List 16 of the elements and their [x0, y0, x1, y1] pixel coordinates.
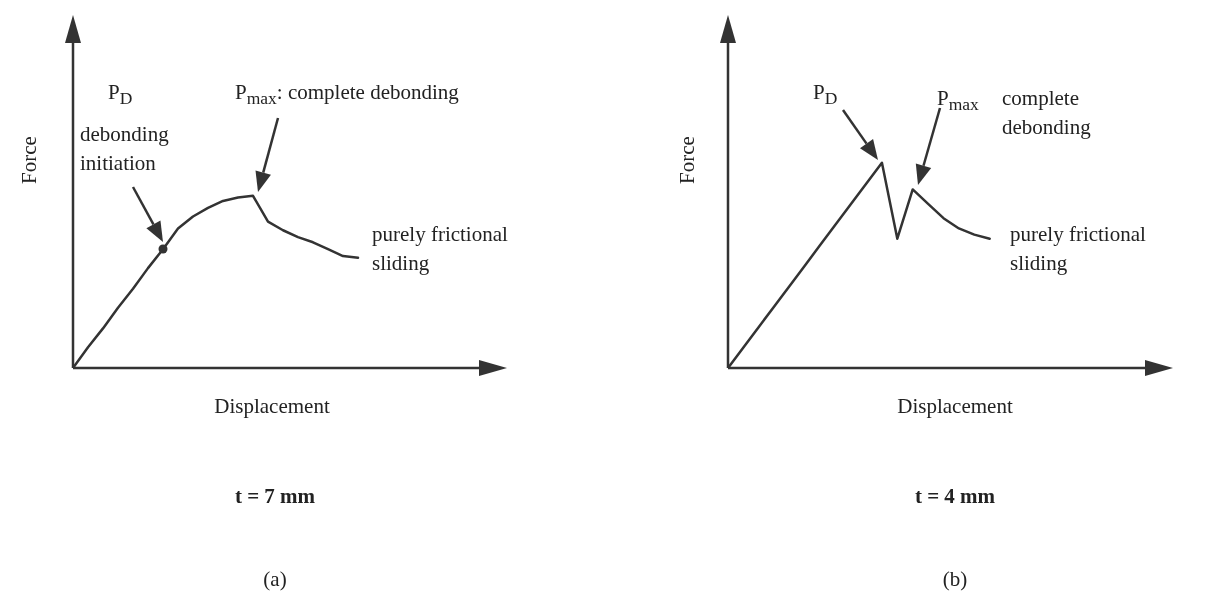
- text: P$_{max}$: complete debonding: [235, 79, 459, 111]
- y-axis-title: Force: [16, 136, 43, 184]
- text: P$_{D}$: [813, 79, 838, 111]
- annotation: purely frictional sliding: [372, 221, 508, 278]
- x-axis-title: Displacement: [897, 393, 1013, 420]
- text: debonding initiation: [80, 121, 169, 178]
- text: (b): [942, 566, 968, 593]
- text: t = 4 mm: [914, 483, 996, 510]
- text: P$_{D}$: [108, 79, 133, 111]
- text: complete debonding: [1002, 85, 1091, 142]
- y-axis-title: Force: [674, 136, 701, 184]
- text: P$_{max}$: [937, 85, 979, 117]
- annotation: purely frictional sliding: [1010, 221, 1146, 278]
- text: (a): [263, 566, 287, 593]
- text: t = 7 mm: [234, 483, 316, 510]
- x-axis-title: Displacement: [214, 393, 330, 420]
